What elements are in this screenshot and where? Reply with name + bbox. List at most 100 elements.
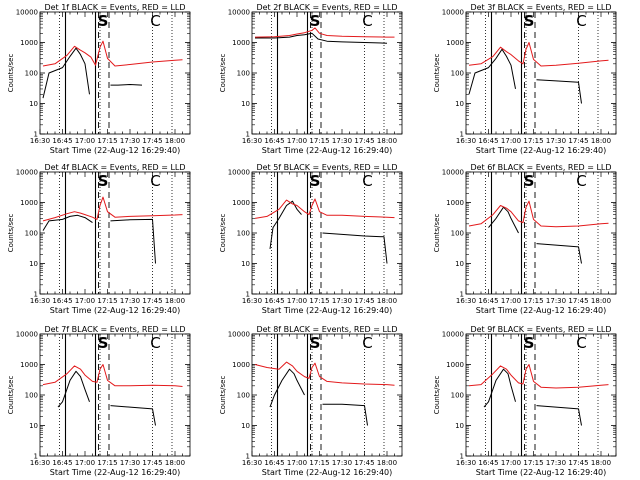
x-tick-label: 17:15	[97, 459, 117, 467]
x-axis-label: Start Time (22-Aug-12 16:29:40)	[476, 146, 607, 155]
region-marker-c: C	[150, 334, 160, 352]
x-tick-label: 16:30	[30, 297, 50, 305]
x-tick-label: 17:00	[75, 459, 95, 467]
series-line-events	[269, 368, 368, 426]
y-tick-label: 1000	[446, 39, 464, 47]
y-tick-label: 100	[25, 392, 38, 400]
region-marker-s: S	[524, 172, 535, 190]
x-axis-label: Start Time (22-Aug-12 16:29:40)	[476, 468, 607, 477]
x-tick-label: 16:30	[456, 297, 476, 305]
y-tick-label: 1	[246, 291, 250, 299]
region-marker-s: S	[98, 172, 109, 190]
x-tick-label: 16:45	[52, 137, 72, 145]
x-tick-label: 16:30	[456, 137, 476, 145]
y-tick-label: 100	[237, 70, 250, 78]
y-tick-label: 10	[29, 422, 38, 430]
x-tick-label: 17:00	[501, 459, 521, 467]
panel-title: Det 1f BLACK = Events, RED = LLD	[44, 3, 185, 12]
x-tick-label: 16:45	[52, 297, 72, 305]
y-tick-label: 100	[25, 70, 38, 78]
x-tick-label: 17:30	[546, 459, 566, 467]
y-axis-label: Counts/sec	[219, 214, 227, 253]
x-tick-label: 17:30	[546, 297, 566, 305]
x-axis-label: Start Time (22-Aug-12 16:29:40)	[476, 306, 607, 315]
y-tick-label: 1000	[20, 39, 38, 47]
x-tick-label: 18:00	[377, 137, 397, 145]
panel-title: Det 2f BLACK = Events, RED = LLD	[256, 3, 397, 12]
x-axis-label: Start Time (22-Aug-12 16:29:40)	[262, 146, 393, 155]
x-tick-label: 17:45	[354, 459, 374, 467]
panel-title: Det 9f BLACK = Events, RED = LLD	[470, 325, 611, 334]
y-tick-label: 10000	[228, 9, 250, 17]
y-axis-label: Counts/sec	[433, 54, 441, 93]
series-line-events	[468, 48, 582, 104]
y-tick-label: 10	[455, 100, 464, 108]
x-tick-label: 17:00	[287, 297, 307, 305]
y-tick-label: 100	[451, 70, 464, 78]
y-tick-label: 1	[460, 131, 464, 139]
y-tick-label: 1	[246, 453, 250, 461]
x-tick-label: 17:30	[332, 137, 352, 145]
y-tick-label: 1000	[232, 361, 250, 369]
region-marker-s: S	[524, 12, 535, 30]
y-tick-label: 10	[241, 260, 250, 268]
y-tick-label: 10000	[16, 331, 38, 339]
x-tick-label: 17:00	[501, 297, 521, 305]
x-tick-label: 18:00	[377, 297, 397, 305]
x-tick-label: 16:30	[456, 459, 476, 467]
x-tick-label: 17:45	[568, 459, 588, 467]
y-tick-label: 1000	[446, 199, 464, 207]
y-tick-label: 10000	[228, 331, 250, 339]
y-axis-label: Counts/sec	[7, 54, 15, 93]
region-marker-c: C	[576, 172, 586, 190]
y-tick-label: 100	[451, 230, 464, 238]
y-axis-label: Counts/sec	[7, 214, 15, 253]
x-tick-label: 16:30	[30, 459, 50, 467]
y-axis-label: Counts/sec	[219, 54, 227, 93]
y-tick-label: 100	[237, 230, 250, 238]
x-tick-label: 16:45	[264, 297, 284, 305]
y-tick-label: 1	[34, 453, 38, 461]
y-tick-label: 100	[451, 392, 464, 400]
series-line-lld	[42, 364, 183, 387]
region-marker-c: C	[362, 12, 372, 30]
series-line-lld	[254, 361, 395, 386]
x-tick-label: 17:45	[142, 137, 162, 145]
y-tick-label: 1	[34, 291, 38, 299]
panel-title: Det 5f BLACK = Events, RED = LLD	[256, 163, 397, 172]
series-line-events	[255, 32, 388, 44]
region-marker-c: C	[362, 334, 372, 352]
region-marker-s: S	[98, 334, 109, 352]
y-tick-label: 10	[241, 100, 250, 108]
x-tick-label: 16:45	[478, 137, 498, 145]
x-tick-label: 17:30	[332, 297, 352, 305]
x-tick-label: 16:45	[478, 297, 498, 305]
x-tick-label: 17:15	[523, 297, 543, 305]
series-line-events	[42, 47, 143, 99]
y-tick-label: 1000	[446, 361, 464, 369]
y-axis-label: Counts/sec	[7, 376, 15, 415]
x-tick-label: 17:45	[568, 137, 588, 145]
x-tick-label: 17:30	[332, 459, 352, 467]
region-marker-c: C	[150, 12, 160, 30]
x-axis-label: Start Time (22-Aug-12 16:29:40)	[262, 306, 393, 315]
x-tick-label: 17:15	[309, 459, 329, 467]
y-axis-label: Counts/sec	[433, 376, 441, 415]
x-tick-label: 17:30	[120, 459, 140, 467]
x-axis-label: Start Time (22-Aug-12 16:29:40)	[262, 468, 393, 477]
y-tick-label: 10000	[228, 169, 250, 177]
series-line-lld	[468, 364, 609, 389]
region-marker-c: C	[150, 172, 160, 190]
x-tick-label: 17:00	[75, 297, 95, 305]
y-tick-label: 10000	[442, 9, 464, 17]
series-line-events	[57, 370, 156, 426]
series-line-lld	[254, 27, 395, 38]
